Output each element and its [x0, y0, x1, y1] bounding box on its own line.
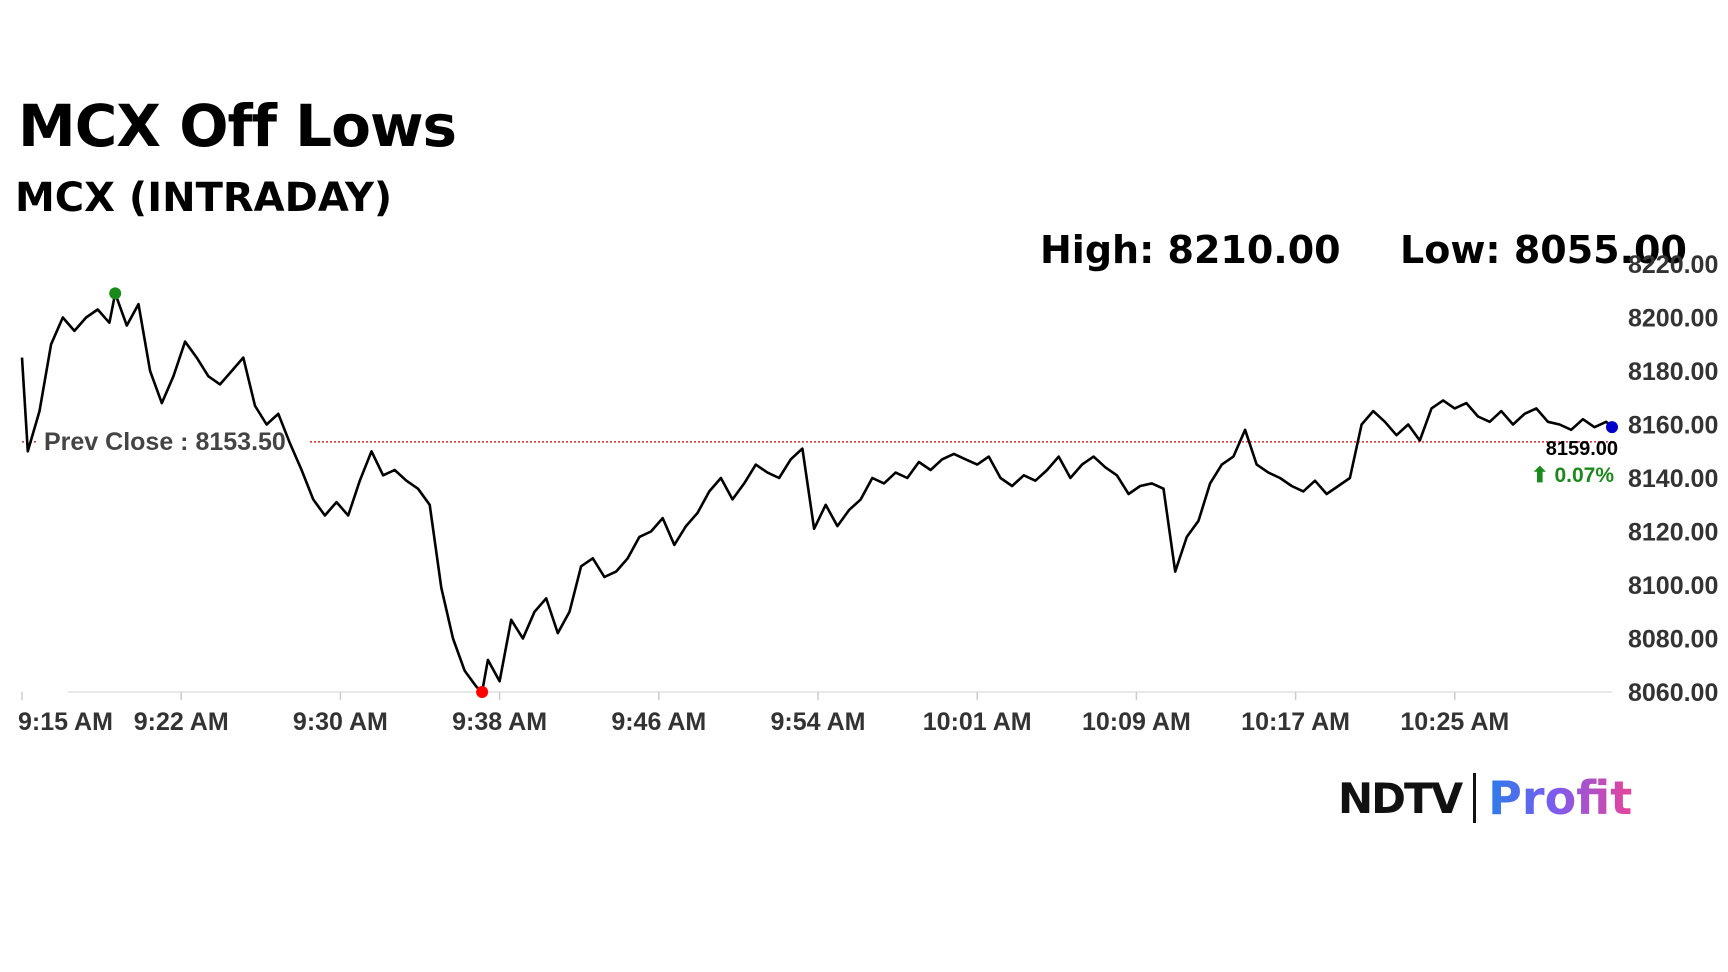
- y-tick-label: 8140.00: [1628, 465, 1718, 493]
- low-point-marker: [476, 686, 489, 698]
- y-tick-label: 8080.00: [1628, 626, 1718, 654]
- y-tick-label: 8220.00: [1628, 251, 1718, 279]
- y-tick-label: 8160.00: [1628, 412, 1718, 440]
- change-percent-label: ⬆ 0.07%: [1531, 464, 1614, 487]
- x-tick-label: 10:01 AM: [923, 708, 1032, 736]
- price-series-line: [20, 292, 1613, 694]
- ndtv-profit-logo: NDTV Profit: [1338, 770, 1632, 826]
- chart-title: MCX Off Lows: [18, 92, 457, 160]
- x-tick-label: 9:15 AM: [18, 708, 113, 736]
- x-tick-label: 10:25 AM: [1400, 708, 1509, 736]
- x-tick-label: 9:30 AM: [293, 708, 388, 736]
- y-tick-label: 8120.00: [1628, 519, 1718, 547]
- x-tick-label: 9:38 AM: [452, 708, 547, 736]
- logo-profit-text: Profit: [1488, 771, 1633, 825]
- x-tick-label: 9:54 AM: [771, 708, 866, 736]
- x-axis: 9:15 AM 9:22 AM 9:30 AM 9:38 AM 9:46 AM 9:54 …: [18, 691, 1612, 736]
- y-axis: 8060.00 8080.00 8100.00 8120.00 8140.00 8160.…: [1628, 251, 1718, 707]
- x-tick-label: 9:22 AM: [134, 708, 229, 736]
- x-tick-label: 10:17 AM: [1241, 708, 1350, 736]
- prev-close-label-bg: [38, 425, 310, 458]
- y-tick-label: 8180.00: [1628, 358, 1718, 386]
- last-point-marker: [1606, 421, 1618, 434]
- high-point-marker: [109, 287, 122, 300]
- y-tick-label: 8200.00: [1628, 305, 1718, 333]
- high-stat: High: 8210.00: [1040, 228, 1341, 272]
- low-stat: Low: 8055.00: [1400, 228, 1687, 272]
- last-value-label: 8159.00: [1546, 438, 1618, 460]
- y-tick-label: 8100.00: [1628, 572, 1718, 600]
- prev-close-label: Prev Close : 8153.50: [44, 428, 286, 456]
- logo-ndtv-text: NDTV: [1338, 773, 1463, 823]
- logo-divider: [1473, 773, 1477, 823]
- x-tick-label: 9:46 AM: [611, 708, 706, 736]
- chart-subtitle: MCX (INTRADAY): [15, 175, 393, 221]
- y-tick-label: 8060.00: [1628, 679, 1718, 707]
- x-tick-label: 10:09 AM: [1082, 708, 1191, 736]
